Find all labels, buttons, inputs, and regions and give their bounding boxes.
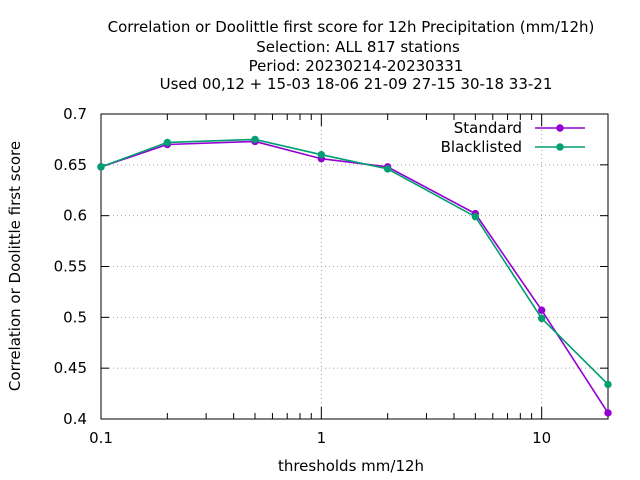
y-tick-label: 0.4 (63, 410, 87, 428)
data-point (537, 314, 546, 323)
series-line (100, 140, 609, 414)
data-point (556, 143, 564, 151)
series (97, 135, 612, 417)
x-axis-label: thresholds mm/12h (278, 457, 424, 475)
x-tick-label: 1 (317, 429, 327, 447)
data-point (251, 135, 259, 144)
plot-frame (100, 113, 609, 420)
title-line-4: Used 00,12 + 15-03 18-06 21-09 27-15 30-… (160, 75, 553, 93)
data-point (556, 124, 564, 132)
title-line-3: Period: 20230214-20230331 (249, 57, 464, 75)
chart-title: Correlation or Doolittle first score for… (108, 18, 595, 93)
data-point (97, 163, 105, 171)
y-axis-label: Correlation or Doolittle first score (6, 141, 24, 391)
x-tick-label: 10 (532, 429, 551, 447)
x-tick-label: 0.1 (89, 429, 113, 447)
data-point (163, 138, 172, 147)
legend-label: Blacklisted (441, 138, 522, 156)
axes: 0.4 0.45 0.5 0.55 0.6 0.65 0.7 0.1 1 10 (54, 105, 609, 447)
title-line-2: Selection: ALL 817 stations (256, 38, 460, 56)
grid (101, 114, 608, 419)
legend-label: Standard (454, 119, 522, 137)
data-point (537, 306, 546, 314)
data-point (604, 409, 612, 417)
data-point (604, 380, 612, 389)
y-tick-label: 0.5 (63, 308, 87, 326)
y-tick-label: 0.55 (54, 258, 87, 276)
data-point (383, 165, 392, 173)
y-tick-label: 0.6 (63, 207, 87, 225)
data-point (317, 150, 326, 159)
y-tick-label: 0.7 (63, 105, 87, 123)
y-tick-label: 0.65 (54, 156, 87, 174)
title-line-1: Correlation or Doolittle first score for… (108, 18, 595, 36)
series-line (100, 138, 609, 385)
y-tick-label: 0.45 (54, 359, 87, 377)
data-point (471, 212, 480, 221)
